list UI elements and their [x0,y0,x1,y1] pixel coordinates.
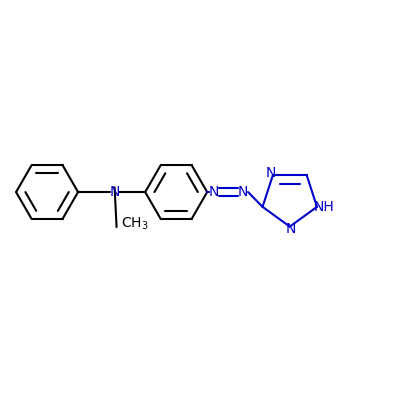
Text: N: N [238,185,248,199]
Text: N: N [266,166,276,180]
Text: NH: NH [314,200,334,214]
Text: N: N [209,185,220,199]
Text: CH$_3$: CH$_3$ [120,216,148,232]
Text: N: N [285,222,296,236]
Text: N: N [110,185,120,199]
